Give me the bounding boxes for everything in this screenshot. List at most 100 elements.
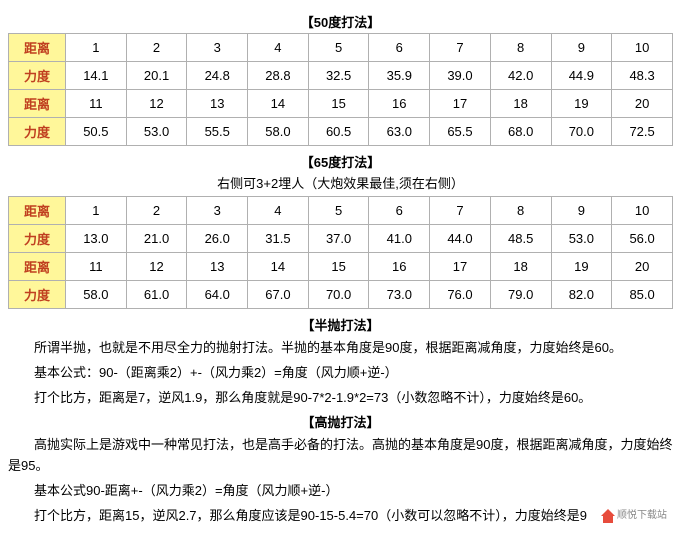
cell: 53.0	[551, 225, 612, 253]
table-row: 力度 50.5 53.0 55.5 58.0 60.5 63.0 65.5 68…	[9, 118, 673, 146]
cell: 48.5	[490, 225, 551, 253]
cell: 20	[612, 90, 673, 118]
cell: 44.0	[430, 225, 491, 253]
cell: 58.0	[66, 281, 127, 309]
cell: 6	[369, 34, 430, 62]
cell: 13	[187, 253, 248, 281]
cell: 26.0	[187, 225, 248, 253]
row-header: 距离	[9, 253, 66, 281]
cell: 85.0	[612, 281, 673, 309]
cell: 5	[308, 34, 369, 62]
cell: 11	[66, 253, 127, 281]
cell: 17	[430, 253, 491, 281]
cell: 2	[126, 197, 187, 225]
cell: 7	[430, 197, 491, 225]
row-header: 力度	[9, 118, 66, 146]
cell: 2	[126, 34, 187, 62]
cell: 3	[187, 197, 248, 225]
cell: 39.0	[430, 62, 491, 90]
cell: 20	[612, 253, 673, 281]
cell: 18	[490, 253, 551, 281]
cell: 73.0	[369, 281, 430, 309]
table-row: 距离 1 2 3 4 5 6 7 8 9 10	[9, 197, 673, 225]
table-65deg: 距离 1 2 3 4 5 6 7 8 9 10 力度 13.0 21.0 26.…	[8, 196, 673, 309]
table-row: 力度 14.1 20.1 24.8 28.8 32.5 35.9 39.0 42…	[9, 62, 673, 90]
cell: 16	[369, 253, 430, 281]
cell: 44.9	[551, 62, 612, 90]
cell: 67.0	[248, 281, 309, 309]
cell: 28.8	[248, 62, 309, 90]
cell: 13.0	[66, 225, 127, 253]
cell: 70.0	[551, 118, 612, 146]
half-throw-p1: 所谓半抛，也就是不用尽全力的抛射打法。半抛的基本角度是90度，根据距离减角度，力…	[8, 338, 673, 359]
half-throw-p2: 基本公式：90-（距离乘2）+-（风力乘2）=角度（风力顺+逆-）	[8, 363, 673, 384]
cell: 20.1	[126, 62, 187, 90]
cell: 9	[551, 34, 612, 62]
high-throw-p2: 基本公式90-距离+-（风力乘2）=角度（风力顺+逆-）	[8, 481, 673, 502]
cell: 13	[187, 90, 248, 118]
half-throw-p3: 打个比方，距离是7，逆风1.9，那么角度就是90-7*2-1.9*2=73（小数…	[8, 388, 673, 409]
cell: 11	[66, 90, 127, 118]
cell: 3	[187, 34, 248, 62]
cell: 32.5	[308, 62, 369, 90]
cell: 79.0	[490, 281, 551, 309]
cell: 19	[551, 253, 612, 281]
table-50deg: 距离 1 2 3 4 5 6 7 8 9 10 力度 14.1 20.1 24.…	[8, 33, 673, 146]
table-row: 距离 11 12 13 14 15 16 17 18 19 20	[9, 90, 673, 118]
row-header: 力度	[9, 281, 66, 309]
cell: 15	[308, 90, 369, 118]
cell: 12	[126, 90, 187, 118]
cell: 14.1	[66, 62, 127, 90]
table2-subtitle: 右侧可3+2埋人（大炮效果最佳,须在右侧）	[8, 173, 673, 192]
row-header: 距离	[9, 197, 66, 225]
high-throw-p3: 打个比方，距离15，逆风2.7，那么角度应该是90-15-5.4=70（小数可以…	[8, 506, 673, 527]
cell: 10	[612, 197, 673, 225]
cell: 24.8	[187, 62, 248, 90]
site-name: 顺悦下载站	[617, 510, 667, 521]
high-throw-p1: 高抛实际上是游戏中一种常见打法，也是高手必备的打法。高抛的基本角度是90度，根据…	[8, 435, 673, 477]
cell: 61.0	[126, 281, 187, 309]
cell: 58.0	[248, 118, 309, 146]
cell: 76.0	[430, 281, 491, 309]
cell: 14	[248, 253, 309, 281]
row-header: 距离	[9, 34, 66, 62]
cell: 53.0	[126, 118, 187, 146]
cell: 70.0	[308, 281, 369, 309]
row-header: 距离	[9, 90, 66, 118]
cell: 35.9	[369, 62, 430, 90]
half-throw-title: 【半抛打法】	[8, 315, 673, 334]
table-row: 距离 11 12 13 14 15 16 17 18 19 20	[9, 253, 673, 281]
cell: 4	[248, 197, 309, 225]
table-row: 力度 13.0 21.0 26.0 31.5 37.0 41.0 44.0 48…	[9, 225, 673, 253]
row-header: 力度	[9, 62, 66, 90]
cell: 10	[612, 34, 673, 62]
cell: 65.5	[430, 118, 491, 146]
cell: 68.0	[490, 118, 551, 146]
cell: 6	[369, 197, 430, 225]
cell: 41.0	[369, 225, 430, 253]
cell: 37.0	[308, 225, 369, 253]
cell: 4	[248, 34, 309, 62]
cell: 8	[490, 34, 551, 62]
table1-title: 【50度打法】	[8, 12, 673, 31]
site-logo: 顺悦下载站	[601, 506, 667, 522]
cell: 7	[430, 34, 491, 62]
cell: 82.0	[551, 281, 612, 309]
cell: 64.0	[187, 281, 248, 309]
cell: 63.0	[369, 118, 430, 146]
cell: 55.5	[187, 118, 248, 146]
cell: 56.0	[612, 225, 673, 253]
cell: 1	[66, 34, 127, 62]
cell: 1	[66, 197, 127, 225]
high-throw-title: 【高抛打法】	[8, 412, 673, 431]
cell: 60.5	[308, 118, 369, 146]
cell: 19	[551, 90, 612, 118]
cell: 5	[308, 197, 369, 225]
cell: 31.5	[248, 225, 309, 253]
row-header: 力度	[9, 225, 66, 253]
cell: 17	[430, 90, 491, 118]
cell: 15	[308, 253, 369, 281]
table-row: 力度 58.0 61.0 64.0 67.0 70.0 73.0 76.0 79…	[9, 281, 673, 309]
cell: 8	[490, 197, 551, 225]
table2-title: 【65度打法】	[8, 152, 673, 171]
